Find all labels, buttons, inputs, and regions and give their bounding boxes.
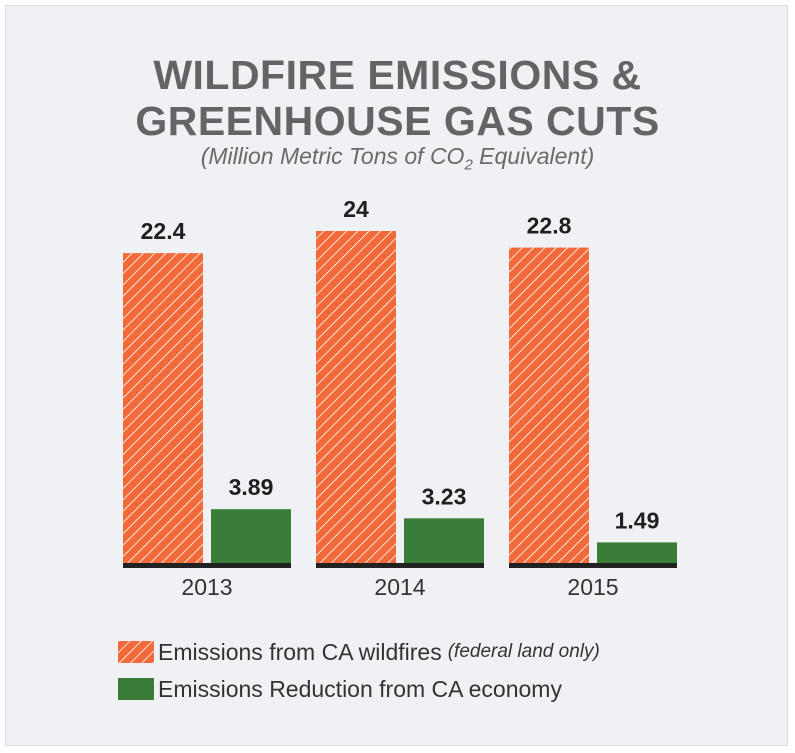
- legend-item-reduction: Emissions Reduction from CA economy: [118, 675, 562, 703]
- baseline-2014: [316, 563, 484, 568]
- legend-item-wildfire: Emissions from CA wildfires (federal lan…: [118, 638, 600, 666]
- legend-note-wildfire: (federal land only): [447, 641, 600, 662]
- bar-reduction-2015: [597, 542, 677, 563]
- value-label-reduction-2014: 3.23: [422, 483, 467, 509]
- legend-label-wildfire: Emissions from CA wildfires: [158, 639, 442, 665]
- chart-title-line-1: WILDFIRE EMISSIONS &: [153, 52, 642, 98]
- value-label-wildfire-2014: 24: [343, 196, 369, 222]
- subtitle-tail: Equivalent): [472, 143, 595, 169]
- bar-wildfire-2014: [316, 231, 396, 563]
- value-label-wildfire-2013: 22.4: [141, 218, 186, 244]
- bar-reduction-2013: [211, 509, 291, 563]
- x-tick-label-2014: 2014: [374, 574, 425, 600]
- subtitle-subscript: 2: [464, 156, 473, 174]
- bar-wildfire-2015: [509, 247, 589, 563]
- baseline-2015: [509, 563, 677, 568]
- chart-title-line-2: GREENHOUSE GAS CUTS: [135, 98, 660, 144]
- x-tick-label-2013: 2013: [181, 574, 232, 600]
- subtitle-main: (Million Metric Tons of CO: [200, 143, 465, 169]
- legend-swatch-wildfire: [118, 641, 154, 663]
- bar-reduction-2014: [404, 518, 484, 563]
- value-label-reduction-2013: 3.89: [229, 474, 274, 500]
- chart-subtitle: (Million Metric Tons of CO2 Equivalent): [0, 136, 795, 186]
- x-tick-label-2015: 2015: [567, 574, 618, 600]
- bar-wildfire-2013: [123, 253, 203, 563]
- value-label-reduction-2015: 1.49: [615, 507, 660, 533]
- legend-label-reduction: Emissions Reduction from CA economy: [158, 676, 562, 702]
- value-label-wildfire-2015: 22.8: [527, 213, 572, 239]
- baseline-2013: [123, 563, 291, 568]
- legend-swatch-reduction: [118, 678, 154, 700]
